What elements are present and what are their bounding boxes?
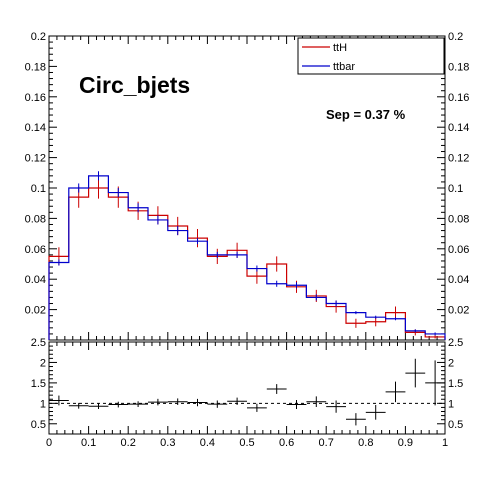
histogram-ttbar [48, 175, 446, 340]
x-tick-label: 0.8 [358, 437, 373, 449]
x-tick-label: 0.7 [319, 437, 334, 449]
top-y-tick-label-right: 0.14 [448, 122, 469, 134]
top-y-tick-label-right: 0.1 [448, 183, 463, 195]
top-y-tick-label: 0.2 [31, 31, 46, 43]
x-axis-labels: 0 0.1 0.2 0.3 0.4 0.5 0.6 0.7 0.8 0.9 1 [46, 437, 448, 449]
top-y-tick-label-right: 0.02 [448, 305, 469, 317]
ratio-y-tick-label: 0.5 [31, 419, 46, 431]
top-y-tick-label: 0.1 [31, 183, 46, 195]
x-tick-label: 0.5 [239, 437, 254, 449]
x-tick-label: 0 [46, 437, 52, 449]
top-y-tick-label: 0.02 [25, 305, 46, 317]
top-y-tick-label-right: 0.04 [448, 274, 469, 286]
top-y-tick-label-right: 0.12 [448, 153, 469, 165]
legend-label-tth: ttH [333, 42, 347, 54]
legend-label-ttbar: ttbar [333, 61, 355, 73]
x-tick-label: 0.6 [279, 437, 294, 449]
x-tick-label: 0.9 [398, 437, 413, 449]
ratio-y-tick-label: 2 [40, 357, 46, 369]
top-y-tick-label-right: 0.2 [448, 31, 463, 43]
x-tick-label: 0.4 [200, 437, 215, 449]
ratio-y-tick-label-right: 1 [448, 398, 454, 410]
separation-label: Sep = 0.37 % [326, 107, 406, 122]
x-tick-label: 0.2 [121, 437, 136, 449]
top-y-tick-label: 0.06 [25, 244, 46, 256]
x-tick-label: 1 [442, 437, 448, 449]
histogram-series [48, 171, 446, 340]
top-y-tick-label: 0.08 [25, 213, 46, 225]
ratio-y-tick-label-right: 0.5 [448, 419, 463, 431]
top-y-tick-label: 0.16 [25, 92, 46, 104]
top-y-labels-right: 0.02 0.04 0.06 0.08 0.1 0.12 0.14 0.16 0… [448, 31, 469, 317]
ratio-y-tick-label-right: 2.5 [448, 337, 463, 349]
top-y-tick-label: 0.12 [25, 153, 46, 165]
top-y-tick-label-right: 0.16 [448, 92, 469, 104]
legend: ttH ttbar [297, 37, 445, 75]
top-y-labels-left: 0.02 0.04 0.06 0.08 0.1 0.12 0.14 0.16 0… [25, 31, 46, 317]
ratio-y-tick-label-right: 1.5 [448, 378, 463, 390]
ratio-y-tick-label: 1 [40, 398, 46, 410]
top-y-tick-label-right: 0.08 [448, 213, 469, 225]
ratio-points [49, 358, 445, 426]
top-y-tick-label: 0.14 [25, 122, 46, 134]
legend-box [297, 37, 445, 75]
ratio-y-tick-label: 2.5 [31, 337, 46, 349]
top-y-tick-label-right: 0.18 [448, 61, 469, 73]
x-tick-label: 0.3 [160, 437, 175, 449]
ratio-y-labels-left: 0.5 1 1.5 2 2.5 [31, 337, 46, 431]
ratio-y-tick-label: 1.5 [31, 378, 46, 390]
top-y-tick-label: 0.18 [25, 61, 46, 73]
top-y-tick-label: 0.04 [25, 274, 46, 286]
x-tick-label: 0.1 [81, 437, 96, 449]
chart-title: Circ_bjets [79, 72, 190, 98]
top-y-tick-label-right: 0.06 [448, 244, 469, 256]
ratio-y-labels-right: 0.5 1 1.5 2 2.5 [448, 337, 463, 431]
ratio-y-tick-label-right: 2 [448, 357, 454, 369]
